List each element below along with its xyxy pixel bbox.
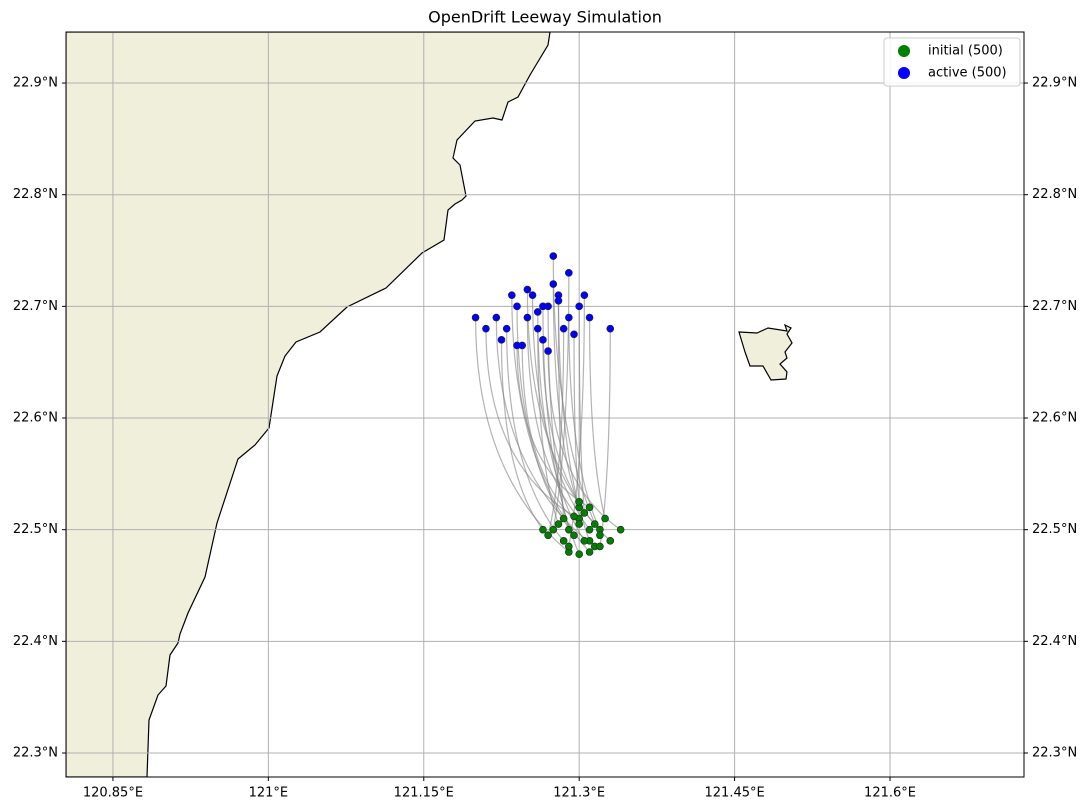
particle [596,542,604,551]
particle [575,302,583,311]
chart-title: OpenDrift Leeway Simulation [428,8,662,27]
particle [559,324,568,333]
trajectory [474,317,570,553]
particle [559,514,568,523]
particle [601,514,609,523]
x-tick-label: 121°E [249,786,289,801]
particle [523,285,532,294]
trajectory [516,345,590,508]
particle [565,525,573,534]
particle [565,313,573,322]
particle [596,531,604,540]
particle [539,302,547,311]
particle [585,503,594,512]
legend-label: active (500) [928,66,1007,81]
x-tick-label: 121.6°E [864,786,916,801]
x-tick-label: 121.15°E [394,786,454,801]
trajectory [573,334,580,502]
particle [492,313,501,322]
y-tick-label: 22.6°N [1032,411,1077,426]
trajectory [588,317,606,519]
particle [606,324,615,333]
x-tick-label: 121.3°E [553,786,605,801]
trajectory [526,317,580,519]
plot-frame [65,31,1025,778]
y-tick-label: 22.4°N [13,634,58,649]
particle [565,542,573,551]
particle [570,330,578,339]
particle [580,509,589,517]
particle [528,291,537,299]
particle [539,336,547,344]
island [738,323,793,381]
trajectory [495,317,596,547]
legend-marker [898,67,910,79]
y-tick-label: 22.3°N [1032,745,1077,760]
x-tick-label: 120.85°E [83,786,143,801]
particle [471,313,480,322]
trajectory [485,328,575,517]
particle [549,252,558,260]
trajectory [568,295,585,547]
particle [513,341,521,350]
trajectory [568,317,601,530]
coastline [66,32,551,777]
particle [549,525,558,534]
particle [606,537,615,545]
particle [549,280,558,288]
particle [544,347,552,355]
trajectory [557,300,565,519]
particle [585,548,594,556]
particle [533,324,542,333]
y-tick-label: 22.3°N [13,745,58,760]
particle [575,520,583,528]
trajectory [500,339,544,531]
y-tick-label: 22.9°N [13,76,58,91]
particle [575,497,583,506]
y-tick-label: 22.9°N [1032,76,1077,91]
particle [559,537,568,545]
particle [575,550,583,559]
particle [570,531,578,540]
particle [570,512,578,521]
legend-label: initial (500) [928,44,1003,59]
particle [580,291,589,299]
particle [565,269,573,277]
y-tick-label: 22.7°N [13,299,58,314]
particle [616,525,625,534]
particle [585,313,594,322]
land [66,32,793,777]
y-tick-label: 22.8°N [13,187,58,202]
trajectory [578,306,585,513]
particle [554,296,563,305]
y-tick-label: 22.7°N [1032,299,1077,314]
particle [502,324,511,333]
y-tick-label: 22.5°N [13,522,58,537]
particle [482,324,490,333]
particle [590,520,599,528]
y-tick-label: 22.5°N [1032,522,1077,537]
particle [580,537,589,545]
y-tick-label: 22.6°N [13,411,58,426]
plot-area [471,252,625,559]
x-tick-label: 121.45°E [705,786,765,801]
particle [585,525,594,534]
particle [544,531,552,540]
legend-marker [898,45,910,57]
particle [497,336,506,344]
particle [554,520,563,528]
particle [523,313,532,322]
y-tick-label: 22.4°N [1032,634,1077,649]
particle [539,525,547,534]
trajectory [547,328,565,536]
legend-box [883,37,1021,87]
particle [508,291,516,299]
y-tick-label: 22.8°N [1032,187,1077,202]
particle [513,302,521,311]
particle [533,308,542,316]
